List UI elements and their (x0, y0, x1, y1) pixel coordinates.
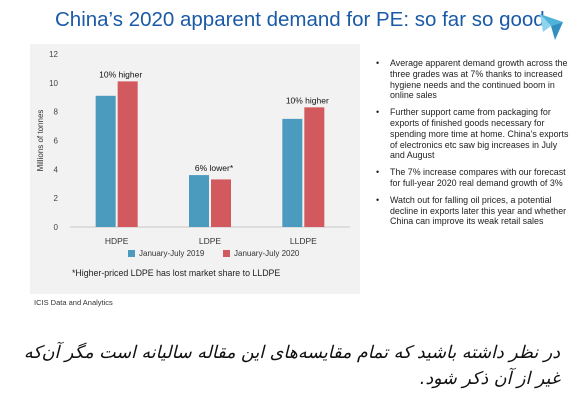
bar-annotation: 10% higher (99, 69, 142, 79)
y-tick-label: 2 (54, 194, 59, 203)
y-tick-label: 4 (54, 165, 59, 174)
x-tick-label: LLDPE (290, 236, 317, 246)
bar (189, 175, 209, 227)
bullet-item: Further support came from packaging for … (372, 107, 572, 161)
y-tick-label: 8 (54, 108, 59, 117)
x-tick-label: HDPE (105, 236, 129, 246)
chart-panel: Millions of tonnes 0 2 4 6 8 10 12 HDPE 10% highe… (30, 44, 360, 294)
slide-title: China’s 2020 apparent demand for PE: so … (55, 8, 545, 31)
y-tick-label: 6 (54, 137, 59, 146)
source-label: ICIS Data and Analytics (34, 298, 113, 307)
y-tick-label: 0 (54, 223, 59, 232)
bar-annotation: 6% lower* (195, 163, 234, 173)
bar (117, 81, 138, 227)
bullet-item: Average apparent demand growth across th… (372, 58, 572, 101)
bar (211, 179, 231, 227)
persian-caption: در نظر داشته باشید که تمام مقایسه‌های ای… (23, 343, 560, 389)
bullet-item: Watch out for falling oil prices, a pote… (372, 195, 572, 227)
legend-label: January-July 2020 (234, 249, 300, 258)
y-axis-label: Millions of tonnes (36, 110, 45, 172)
legend-swatch (128, 250, 135, 257)
bullet-item: The 7% increase compares with our foreca… (372, 167, 572, 189)
bar-chart: Millions of tonnes 0 2 4 6 8 10 12 HDPE 10% highe… (36, 50, 350, 258)
bar (282, 118, 303, 227)
bullet-list: Average apparent demand growth across th… (372, 58, 572, 233)
legend-swatch (223, 250, 230, 257)
legend-label: January-July 2019 (139, 249, 205, 258)
y-tick-label: 12 (49, 50, 58, 59)
bar (304, 107, 325, 227)
x-tick-label: LDPE (199, 236, 222, 246)
chart-footnote: *Higher-priced LDPE has lost market shar… (72, 268, 281, 278)
bar-annotation: 10% higher (286, 95, 329, 105)
icis-logo-icon (540, 14, 563, 40)
y-tick-label: 10 (49, 79, 58, 88)
bar (95, 95, 116, 227)
